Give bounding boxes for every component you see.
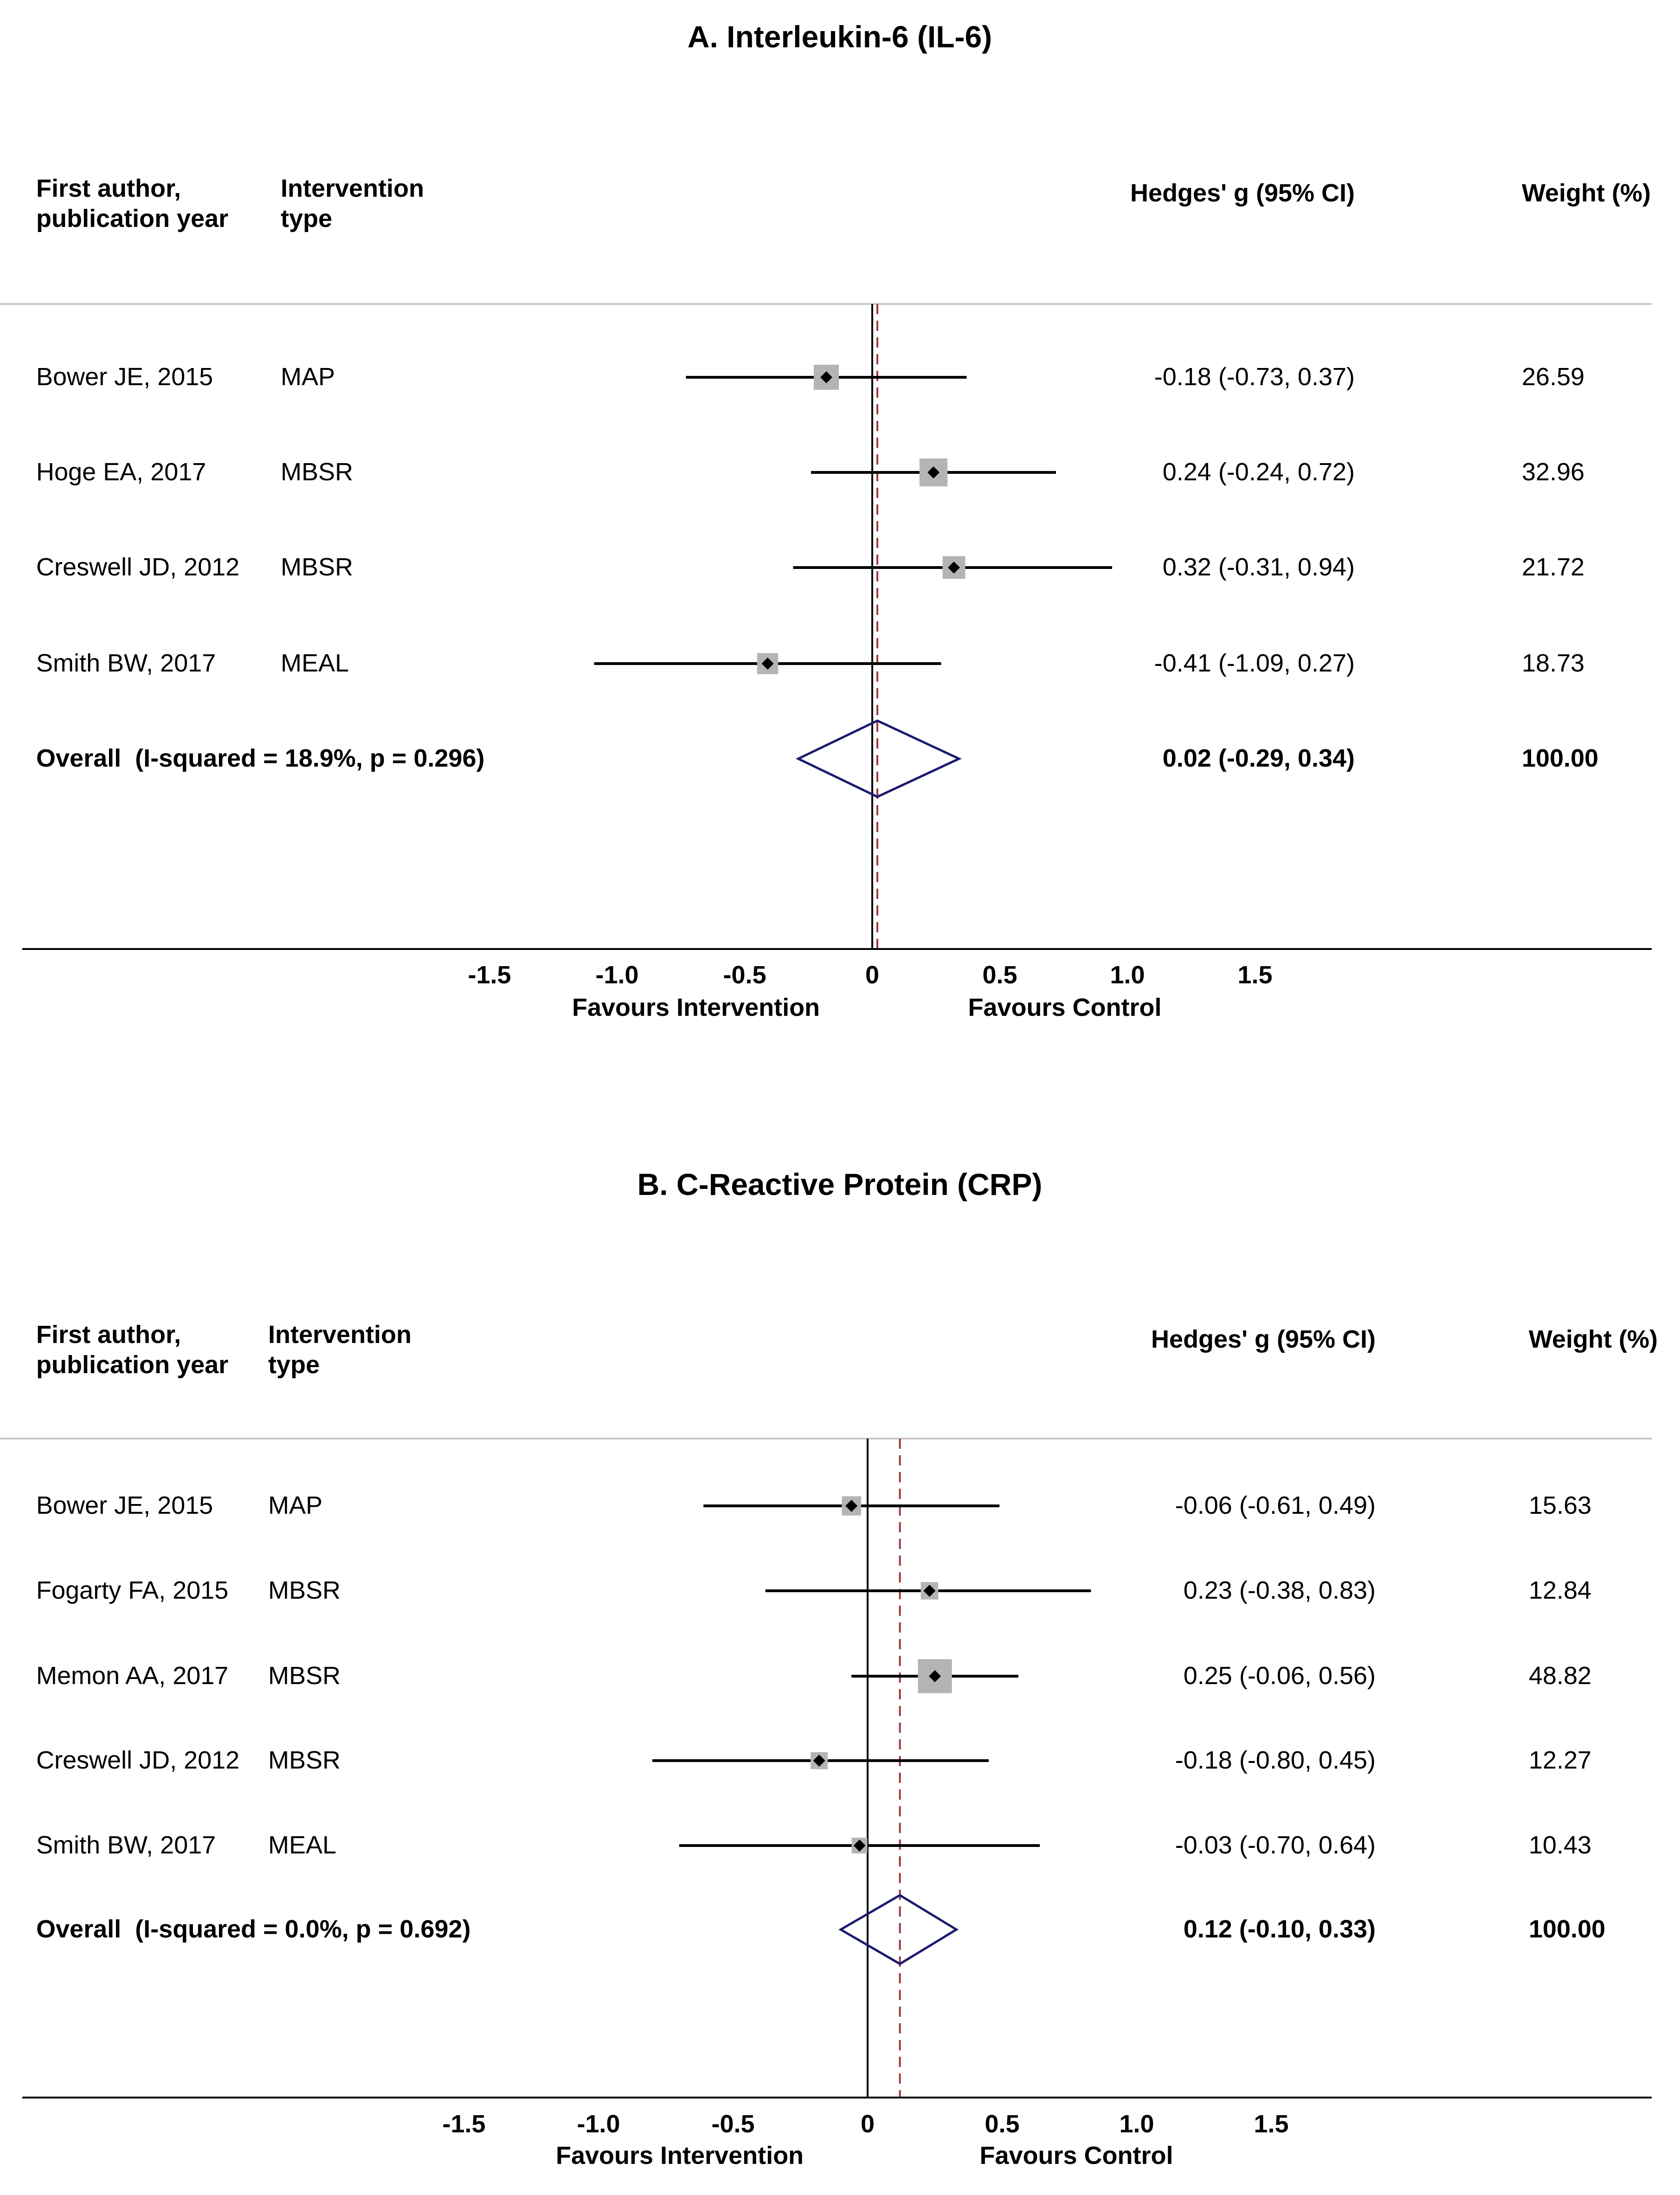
x-tick-label: 0.5	[982, 961, 1017, 989]
x-tick-label: -1.0	[595, 961, 639, 989]
study-point-estimate	[948, 562, 960, 574]
study-intervention-type: MAP	[281, 363, 335, 391]
overall-diamond	[795, 719, 962, 798]
study-weight: 10.43	[1529, 1831, 1592, 1859]
favours-intervention-label: Favours Intervention	[555, 2142, 804, 2169]
overall-label: Overall (I-squared = 18.9%, p = 0.296)	[36, 744, 485, 772]
study-effect-ci: 0.25 (-0.06, 0.56)	[1183, 1662, 1376, 1690]
header-effect: Hedges' g (95% CI)	[1151, 1325, 1376, 1353]
overall-weight: 100.00	[1529, 1915, 1606, 1943]
x-tick-label: -0.5	[723, 961, 766, 989]
study-author: Hoge EA, 2017	[36, 458, 206, 486]
study-author: Fogarty FA, 2015	[36, 1576, 229, 1604]
study-point-estimate	[929, 1670, 941, 1682]
study-weight: 32.96	[1522, 458, 1585, 486]
study-author: Bower JE, 2015	[36, 363, 213, 391]
x-tick-label: 1.5	[1237, 961, 1273, 989]
study-intervention-type: MEAL	[281, 649, 349, 677]
panel-title: B. C-Reactive Protein (CRP)	[637, 1167, 1043, 1201]
x-tick-label: -1.0	[577, 2110, 620, 2138]
header-effect: Hedges' g (95% CI)	[1130, 179, 1355, 207]
favours-control-label: Favours Control	[979, 2142, 1173, 2169]
study-author: Memon AA, 2017	[36, 1662, 229, 1690]
study-effect-ci: 0.24 (-0.24, 0.72)	[1162, 458, 1355, 486]
study-weight: 26.59	[1522, 363, 1585, 391]
x-tick-label: -0.5	[711, 2110, 755, 2138]
header-author-line1: First author,	[36, 174, 181, 202]
study-weight: 18.73	[1522, 649, 1585, 677]
x-tick-label: -1.5	[442, 2110, 486, 2138]
overall-weight: 100.00	[1522, 744, 1599, 772]
header-author-line2: publication year	[36, 205, 229, 232]
header-author-line2: publication year	[36, 1351, 229, 1379]
panel-title: A. Interleukin-6 (IL-6)	[687, 19, 992, 54]
favours-control-label: Favours Control	[968, 994, 1162, 1021]
header-weight: Weight (%)	[1522, 179, 1651, 207]
study-intervention-type: MBSR	[281, 553, 354, 581]
header-type-line1: Intervention	[281, 174, 425, 202]
study-weight: 48.82	[1529, 1662, 1592, 1690]
study-intervention-type: MBSR	[281, 458, 354, 486]
x-tick-label: 1.5	[1254, 2110, 1289, 2138]
study-point-estimate	[761, 658, 774, 670]
x-tick-label: 1.0	[1110, 961, 1145, 989]
study-author: Smith BW, 2017	[36, 1831, 216, 1859]
study-point-estimate	[820, 371, 832, 383]
x-tick-label: 0.5	[985, 2110, 1020, 2138]
overall-effect-ci: 0.12 (-0.10, 0.33)	[1183, 1915, 1376, 1943]
x-tick-label: 1.0	[1119, 2110, 1154, 2138]
header-weight: Weight (%)	[1529, 1325, 1658, 1353]
overall-diamond	[838, 1894, 959, 1965]
x-tick-label: 0	[860, 2110, 875, 2138]
study-effect-ci: 0.32 (-0.31, 0.94)	[1162, 553, 1355, 581]
study-point-estimate	[813, 1755, 825, 1767]
study-point-estimate	[923, 1585, 936, 1597]
study-intervention-type: MAP	[268, 1491, 323, 1519]
study-point-estimate	[845, 1500, 858, 1512]
study-weight: 21.72	[1522, 553, 1585, 581]
header-type-line2: type	[268, 1351, 320, 1379]
study-effect-ci: -0.06 (-0.61, 0.49)	[1175, 1491, 1376, 1519]
study-intervention-type: MBSR	[268, 1662, 341, 1690]
header-author-line1: First author,	[36, 1321, 181, 1349]
study-intervention-type: MBSR	[268, 1746, 341, 1774]
favours-intervention-label: Favours Intervention	[572, 994, 820, 1021]
study-author: Bower JE, 2015	[36, 1491, 213, 1519]
study-weight: 12.84	[1529, 1576, 1592, 1604]
header-type-line2: type	[281, 205, 333, 232]
study-effect-ci: 0.23 (-0.38, 0.83)	[1183, 1576, 1376, 1604]
study-author: Smith BW, 2017	[36, 649, 216, 677]
study-intervention-type: MEAL	[268, 1831, 337, 1859]
study-effect-ci: -0.18 (-0.80, 0.45)	[1175, 1746, 1376, 1774]
study-effect-ci: -0.41 (-1.09, 0.27)	[1154, 649, 1355, 677]
x-tick-label: 0	[865, 961, 880, 989]
study-weight: 12.27	[1529, 1746, 1592, 1774]
study-effect-ci: -0.18 (-0.73, 0.37)	[1154, 363, 1355, 391]
overall-effect-ci: 0.02 (-0.29, 0.34)	[1162, 744, 1355, 772]
study-author: Creswell JD, 2012	[36, 553, 240, 581]
study-weight: 15.63	[1529, 1491, 1592, 1519]
study-point-estimate	[927, 466, 940, 478]
study-intervention-type: MBSR	[268, 1576, 341, 1604]
study-author: Creswell JD, 2012	[36, 1746, 240, 1774]
study-effect-ci: -0.03 (-0.70, 0.64)	[1175, 1831, 1376, 1859]
study-point-estimate	[853, 1840, 866, 1852]
overall-label: Overall (I-squared = 0.0%, p = 0.692)	[36, 1915, 471, 1943]
x-tick-label: -1.5	[468, 961, 511, 989]
header-type-line1: Intervention	[268, 1321, 412, 1349]
